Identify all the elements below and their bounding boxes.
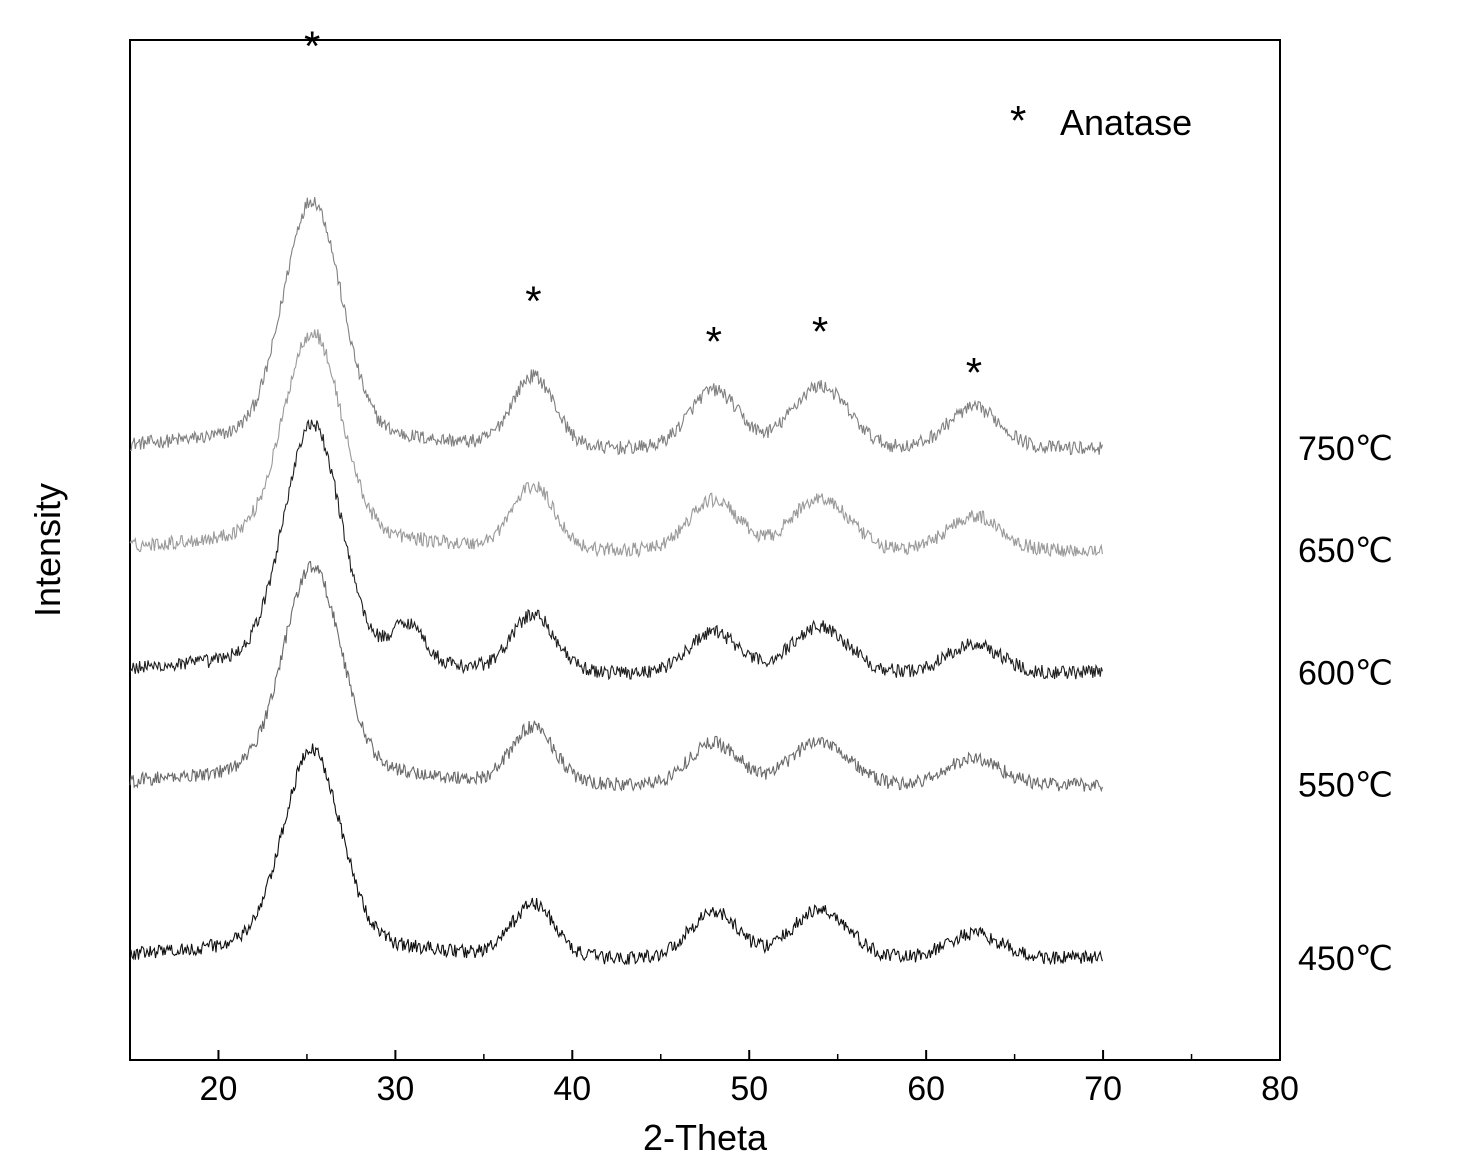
chart-svg: 20 30 40 50 60 70 80 2-Theta Intensity * Anatase 75… <box>0 0 1472 1152</box>
x-tick-label: 40 <box>553 1070 591 1108</box>
series-label: 550℃ <box>1298 767 1393 805</box>
x-tick-label: 60 <box>907 1070 945 1108</box>
x-tick-label: 30 <box>376 1070 414 1108</box>
y-axis-label: Intensity <box>27 483 68 617</box>
legend-text: Anatase <box>1060 102 1192 143</box>
x-tick-label: 20 <box>200 1070 238 1108</box>
peak-marker: * <box>812 308 828 355</box>
series-label: 650℃ <box>1298 532 1393 570</box>
legend-symbol: * <box>1010 97 1026 144</box>
x-axis-label: 2-Theta <box>643 1117 768 1152</box>
peak-marker: * <box>304 22 320 69</box>
series-label: 600℃ <box>1298 654 1393 692</box>
peak-marker: * <box>525 277 541 324</box>
xrd-chart: 20 30 40 50 60 70 80 2-Theta Intensity * Anatase 75… <box>0 0 1472 1152</box>
x-tick-label: 70 <box>1084 1070 1122 1108</box>
peak-marker: * <box>706 318 722 365</box>
x-tick-label: 80 <box>1261 1070 1299 1108</box>
series-label: 750℃ <box>1298 430 1393 468</box>
peak-marker: * <box>966 349 982 396</box>
x-tick-label: 50 <box>730 1070 768 1108</box>
series-label: 450℃ <box>1298 940 1393 978</box>
